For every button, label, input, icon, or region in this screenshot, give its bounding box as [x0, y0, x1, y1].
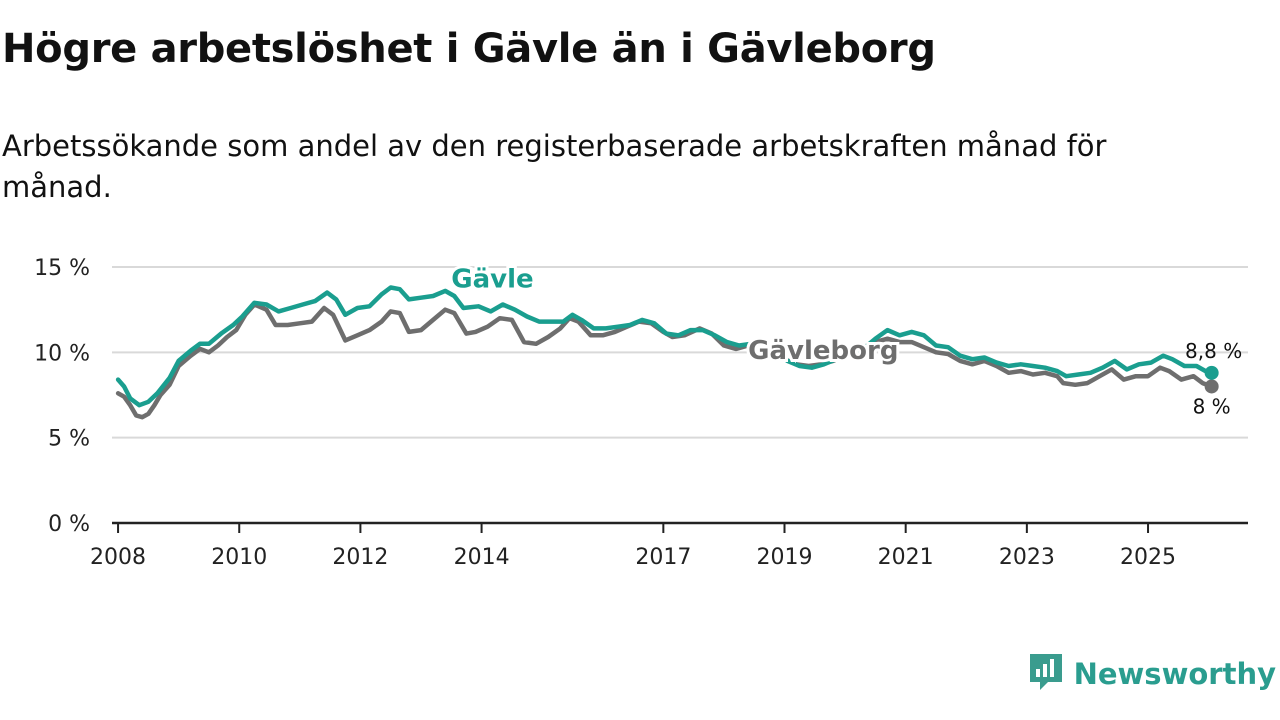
x-tick-label: 2008 [90, 545, 146, 570]
end-value-label-gavle: 8,8 % [1185, 339, 1242, 363]
grid-lines [112, 266, 1248, 439]
chart-subtitle: Arbetssökande som andel av den registerb… [2, 129, 1107, 204]
series-line-gavleborg [115, 302, 1214, 420]
end-markers: 8,8 % 8 % [1185, 339, 1242, 419]
y-tick-label: 0 % [48, 512, 90, 537]
series-lines [115, 285, 1214, 420]
newsworthy-brand: Newsworthy [1028, 652, 1276, 696]
end-value-label-gavleborg: 8 % [1193, 394, 1231, 418]
y-tick-label: 15 % [34, 256, 90, 281]
newsworthy-logo-icon [1028, 652, 1064, 696]
x-tick-label: 2025 [1120, 545, 1176, 570]
x-tick-label: 2017 [635, 545, 691, 570]
x-axis: 2008 2010 2012 2014 2017 2019 2021 2023 2025 [90, 521, 1248, 570]
x-tick-label: 2010 [211, 545, 267, 570]
x-tick-label: 2021 [878, 545, 934, 570]
y-tick-label: 5 % [48, 427, 90, 452]
x-tick-label: 2023 [999, 545, 1055, 570]
end-marker-gavleborg [1204, 379, 1219, 394]
series-labels: Gävle Gävleborg [448, 261, 901, 369]
series-label-gavleborg: Gävleborg [748, 336, 898, 366]
chart-title: Högre arbetslöshet i Gävle än i Gävlebor… [2, 26, 936, 72]
x-tick-label: 2012 [332, 545, 388, 570]
x-tick-label: 2019 [757, 545, 813, 570]
series-label-gavle: Gävle [451, 264, 533, 294]
series-line-gavle [115, 285, 1214, 408]
y-axis-tick-labels: 0 % 5 % 10 % 15 % [34, 256, 90, 537]
end-marker-gavle [1204, 365, 1219, 380]
x-tick-label: 2014 [454, 545, 510, 570]
brand-name: Newsworthy [1073, 657, 1276, 691]
y-tick-label: 10 % [34, 341, 90, 366]
